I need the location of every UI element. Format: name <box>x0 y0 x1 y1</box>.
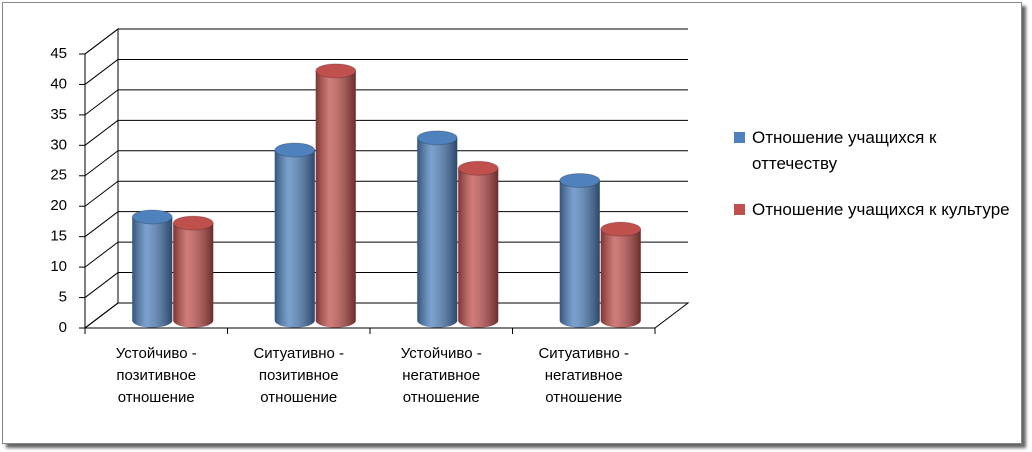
cylinder-top <box>559 172 601 188</box>
cylinder-top <box>600 221 642 237</box>
y-tick-label: 0 <box>59 319 67 336</box>
cylinder-base-shade <box>315 313 356 328</box>
cylinder-base-shade <box>600 313 641 328</box>
grid-line <box>84 150 119 177</box>
grid-line <box>84 180 119 207</box>
x-tick-label: Устойчиво - позитивное отношение <box>115 345 197 406</box>
y-tick-label: 5 <box>59 289 67 306</box>
cylinder-top <box>416 130 458 146</box>
cylinder-base-shade <box>274 313 315 328</box>
cylinder-base-shade <box>458 313 499 328</box>
legend-swatch <box>734 204 745 215</box>
y-tick-label: 15 <box>50 228 67 245</box>
legend-entry: Отношение учащихся к оттечеству <box>734 125 1017 177</box>
cylinder-shade <box>315 70 356 321</box>
cylinder-top <box>274 142 316 158</box>
cylinder-shade <box>458 168 499 321</box>
y-tick-label: 20 <box>50 197 67 214</box>
x-tick-label: Устойчиво - негативное отношение <box>400 345 482 406</box>
cylinder-shade <box>173 223 214 321</box>
cylinder-base-shade <box>559 313 600 328</box>
cylinder-shade <box>274 150 315 321</box>
cylinder-top <box>131 209 173 225</box>
grid-line <box>84 272 119 298</box>
back-wall <box>84 27 119 330</box>
cylinder-shade <box>132 216 173 321</box>
grid-line <box>84 59 119 85</box>
cylinder-top <box>315 63 357 79</box>
cylinder-base-shade <box>173 313 214 328</box>
cylinder-shade <box>600 229 641 321</box>
grid-line <box>84 241 119 268</box>
grid-line <box>84 89 119 116</box>
y-tick-label: 30 <box>50 136 67 153</box>
cylinder-shade <box>559 180 600 321</box>
y-tick-label: 35 <box>50 106 67 123</box>
grid-line <box>84 302 119 329</box>
x-tick-label: Ситуативно - негативное отношение <box>538 345 630 406</box>
cylinder-shade <box>417 137 458 321</box>
legend-swatch <box>734 132 745 143</box>
cylinder-top <box>172 215 214 231</box>
x-tick-label: Ситуативно - позитивное отношение <box>253 345 345 406</box>
y-tick-label: 40 <box>50 75 67 92</box>
cylinder-top <box>457 160 499 176</box>
cylinder-base-shade <box>132 313 173 328</box>
y-tick-label: 10 <box>50 258 67 275</box>
legend-entry: Отношение учащихся к культуре <box>734 197 1017 223</box>
grid-line <box>84 211 119 238</box>
y-tick-label: 45 <box>50 45 67 62</box>
cylinder-base-shade <box>417 313 458 328</box>
y-tick-label: 25 <box>50 167 67 184</box>
grid-line <box>84 119 119 146</box>
grid-line <box>84 28 119 55</box>
